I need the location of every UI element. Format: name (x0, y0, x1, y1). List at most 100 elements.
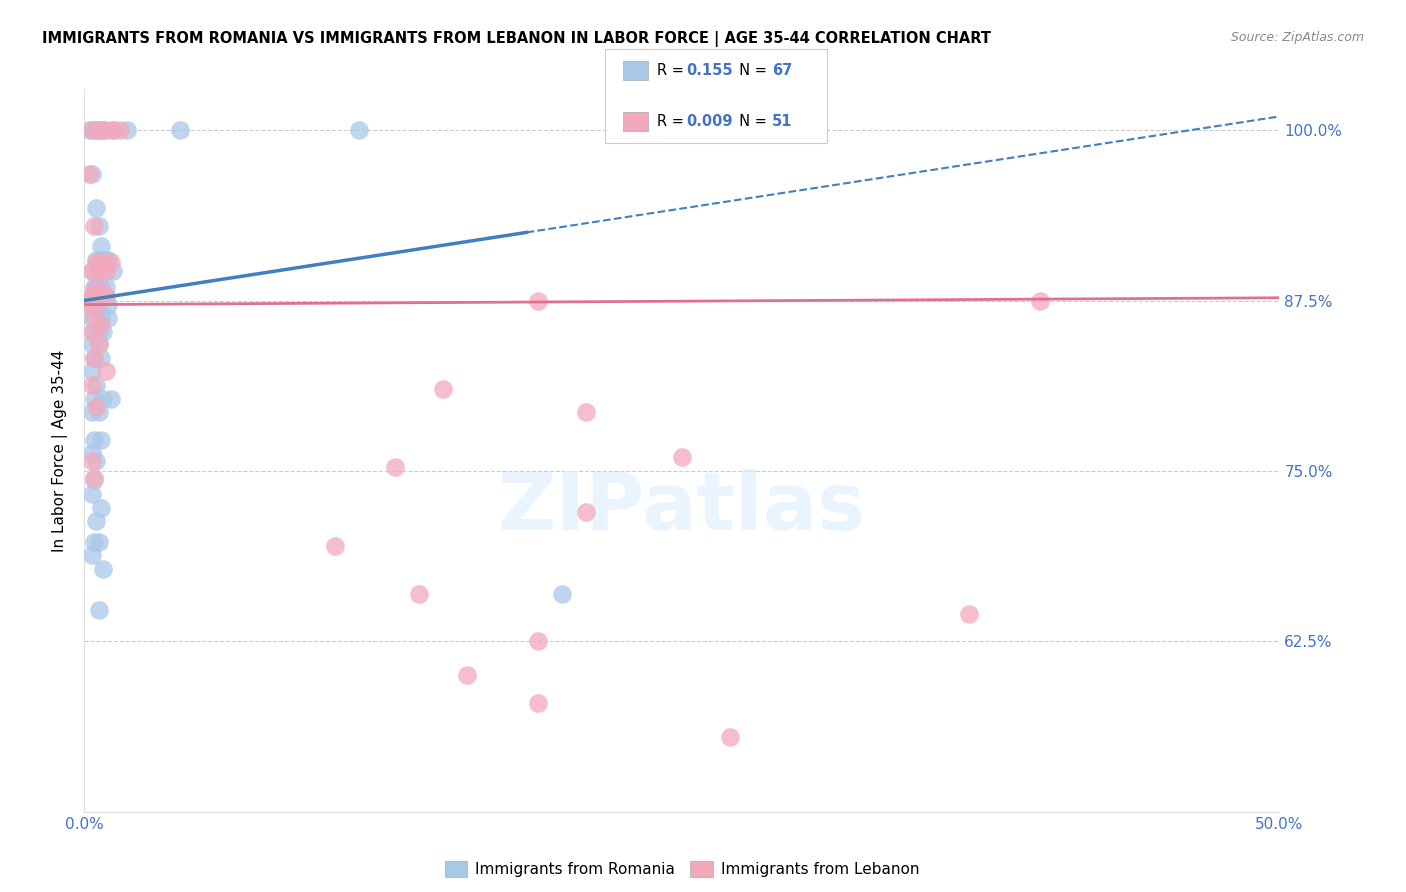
Point (87, 263, 110, 277)
Point (93, 562, 115, 576)
Point (527, 293, 550, 308)
Point (80, 405, 103, 419)
Point (94, 289, 117, 303)
Point (83, 325, 105, 339)
Point (80, 325, 103, 339)
Point (87, 405, 110, 419)
Point (83, 297, 105, 311)
Point (87, 289, 110, 303)
Point (86, 400, 108, 414)
Point (527, 696, 550, 710)
Point (87, 337, 110, 351)
Text: R =: R = (657, 63, 688, 78)
Point (349, 123, 371, 137)
Point (100, 392, 122, 406)
Point (408, 586, 430, 600)
Point (87, 123, 110, 137)
Y-axis label: In Labor Force | Age 35-44: In Labor Force | Age 35-44 (52, 350, 69, 551)
Point (77, 297, 100, 311)
Point (101, 263, 124, 277)
Point (101, 123, 124, 137)
Point (80, 487, 103, 501)
Point (86, 378, 108, 392)
Point (90, 284, 112, 298)
Point (86, 280, 108, 294)
Point (94, 289, 117, 303)
Point (83, 392, 105, 406)
Point (90, 289, 112, 303)
Point (90, 500, 112, 515)
Point (80, 446, 103, 460)
Point (83, 474, 105, 488)
Point (86, 289, 108, 303)
Point (80, 123, 103, 137)
Point (97, 252, 120, 267)
Point (86, 514, 108, 528)
Text: 0.009: 0.009 (686, 114, 733, 128)
Point (86, 252, 108, 267)
Point (87, 289, 110, 303)
Point (80, 167, 103, 181)
Point (93, 392, 115, 406)
Point (80, 454, 103, 468)
Point (90, 311, 112, 326)
Point (169, 123, 191, 137)
Text: Source: ZipAtlas.com: Source: ZipAtlas.com (1230, 31, 1364, 45)
Point (80, 289, 103, 303)
Point (80, 364, 103, 378)
Point (93, 263, 115, 277)
Text: 0.155: 0.155 (686, 63, 733, 78)
Point (97, 297, 120, 311)
Point (100, 255, 122, 269)
Point (86, 297, 108, 311)
Point (80, 289, 103, 303)
Point (93, 325, 115, 339)
Point (527, 634, 550, 648)
Point (94, 123, 117, 137)
Point (94, 364, 117, 378)
Point (86, 454, 108, 468)
Text: ZIPatlas: ZIPatlas (498, 469, 866, 548)
Point (87, 280, 110, 294)
Point (90, 252, 112, 267)
Point (90, 239, 112, 253)
Point (90, 318, 112, 332)
Point (93, 123, 115, 137)
Point (80, 549, 103, 563)
Point (101, 123, 124, 137)
Point (97, 311, 120, 326)
Point (80, 263, 103, 277)
Point (83, 433, 105, 447)
Point (86, 201, 108, 215)
Point (86, 123, 108, 137)
Point (957, 607, 980, 621)
Point (86, 255, 108, 269)
Text: 67: 67 (772, 63, 792, 78)
Point (77, 123, 100, 137)
Point (94, 263, 117, 277)
Point (87, 534, 110, 549)
Point (87, 603, 110, 617)
Point (1029, 293, 1052, 308)
Point (83, 351, 105, 365)
Point (83, 284, 105, 298)
Point (551, 586, 574, 600)
Point (117, 123, 139, 137)
Point (83, 351, 105, 365)
Point (90, 351, 112, 365)
Point (87, 123, 110, 137)
Point (671, 450, 693, 465)
Point (87, 263, 110, 277)
Point (83, 123, 105, 137)
Point (80, 337, 103, 351)
Point (80, 311, 103, 326)
Point (87, 219, 110, 233)
Point (83, 280, 105, 294)
Point (87, 325, 110, 339)
Point (83, 471, 105, 485)
Legend: Immigrants from Romania, Immigrants from Lebanon: Immigrants from Romania, Immigrants from… (439, 855, 925, 884)
Point (718, 730, 741, 744)
Text: R =: R = (657, 114, 688, 128)
Point (325, 539, 347, 553)
Text: N =: N = (730, 114, 772, 128)
